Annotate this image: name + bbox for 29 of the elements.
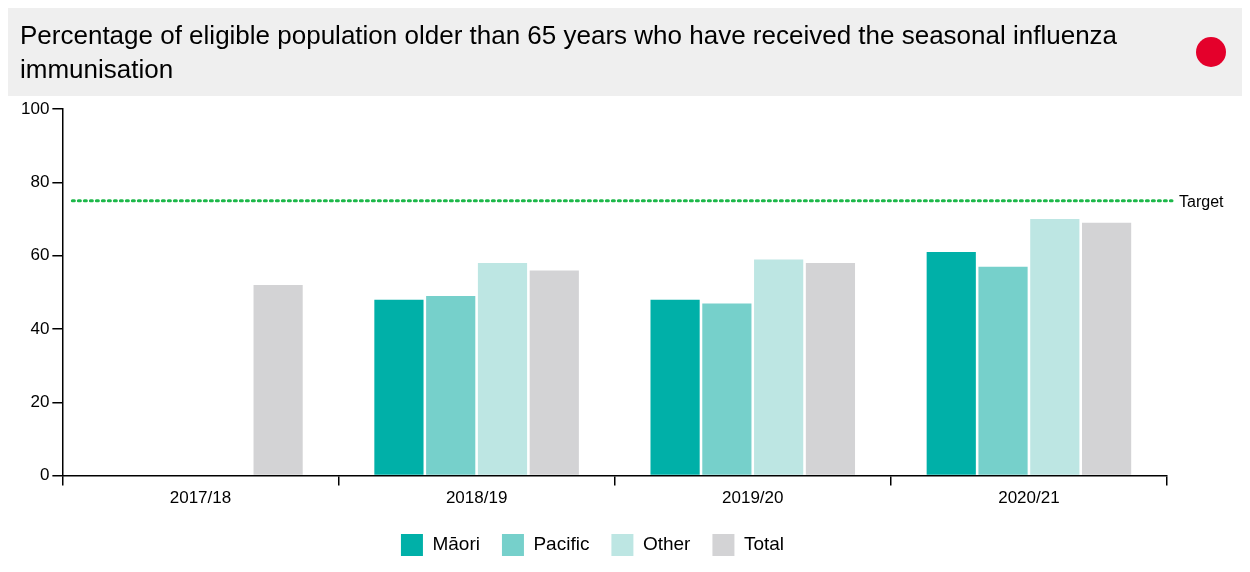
bar xyxy=(650,299,700,475)
legend-label: Other xyxy=(642,533,692,555)
y-tick-label: 0 xyxy=(39,465,50,485)
bar xyxy=(477,263,528,475)
y-tick-label: 100 xyxy=(20,98,50,118)
legend-label: Māori xyxy=(432,533,480,555)
ref-line-label: Target xyxy=(1179,193,1225,211)
x-tick-label: 2017/18 xyxy=(169,488,232,508)
x-tick-label: 2018/19 xyxy=(445,488,508,508)
bar xyxy=(529,270,579,475)
legend-label: Pacific xyxy=(533,533,590,555)
y-tick-label: 80 xyxy=(30,172,50,192)
bar xyxy=(1030,219,1080,475)
bar xyxy=(978,266,1028,475)
bar xyxy=(253,285,303,475)
bar xyxy=(926,252,976,475)
legend-label: Total xyxy=(743,533,785,555)
x-tick-label: 2019/20 xyxy=(722,488,784,508)
bar xyxy=(426,296,476,475)
x-tick-label: 2020/21 xyxy=(998,488,1060,508)
bar xyxy=(754,259,804,475)
bar xyxy=(1081,222,1132,475)
chart-title: Percentage of eligible population older than 65 years who have received the seasonal influenza immunisation xyxy=(20,19,1119,86)
y-tick-label: 40 xyxy=(30,318,50,338)
bar xyxy=(702,303,752,475)
bar xyxy=(374,299,424,475)
y-tick-label: 60 xyxy=(30,245,50,265)
y-tick-label: 20 xyxy=(30,392,50,412)
bar xyxy=(805,263,856,475)
